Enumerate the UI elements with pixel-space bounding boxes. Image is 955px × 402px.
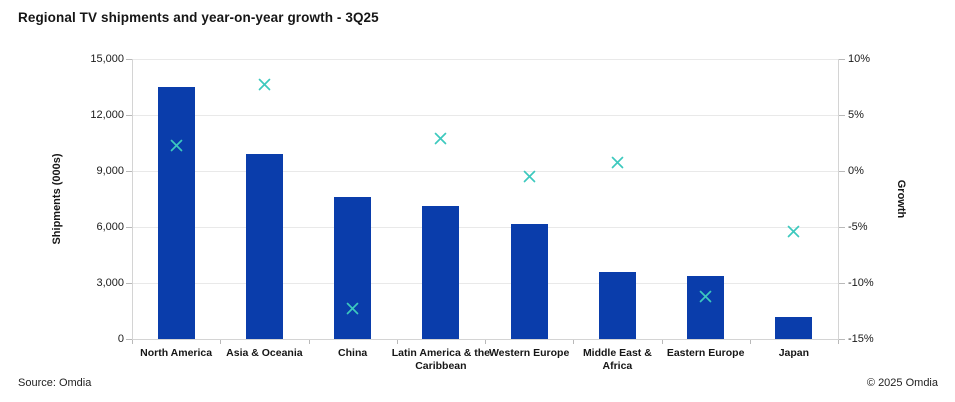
bar-eastern-europe — [687, 275, 725, 339]
gridline — [132, 170, 838, 172]
x-axis-tick — [749, 340, 751, 344]
bar-middle-east-africa — [598, 271, 636, 339]
x-axis-tick — [661, 340, 663, 344]
category-label-japan: Japan — [734, 347, 854, 360]
bar-japan — [775, 316, 813, 339]
left-axis-tick — [126, 339, 132, 340]
right-axis-tick — [839, 227, 845, 228]
growth-marker-japan — [788, 225, 800, 238]
x-axis-tick — [308, 340, 310, 344]
bar-western-europe — [510, 224, 548, 339]
x-axis-tick — [396, 340, 398, 344]
left-axis-tick — [126, 227, 132, 228]
category-label-line: China — [338, 347, 368, 359]
x-axis-tick — [485, 340, 486, 344]
growth-marker-china — [346, 302, 359, 315]
right-axis-tick — [839, 115, 845, 116]
right-axis-tick — [839, 339, 845, 340]
left-axis-tick — [126, 171, 132, 172]
growth-marker-eastern-europe — [699, 290, 712, 303]
left-axis-tick — [126, 115, 132, 116]
category-label-western-europe: Western Europe — [469, 347, 589, 360]
bar-china — [334, 197, 372, 339]
right-axis-tick-label: 0% — [848, 165, 864, 177]
category-label-line: Asia & Oceania — [226, 347, 303, 359]
category-label-asia-oceania: Asia & Oceania — [204, 347, 324, 360]
left-axis-tick-label: 15,000 — [90, 53, 124, 65]
growth-marker-western-europe — [523, 170, 535, 183]
left-axis-tick-label: 3,000 — [96, 277, 124, 289]
right-axis-tick-label: 10% — [848, 53, 871, 65]
left-axis-tick — [126, 59, 132, 60]
category-label-line: North America — [140, 347, 213, 359]
left-axis-tick-label: 6,000 — [96, 221, 124, 233]
x-axis-tick — [838, 340, 839, 344]
category-label-latin-america-the-caribbean: Latin America & the Caribbean — [381, 347, 501, 373]
right-axis-tick — [839, 171, 845, 172]
right-axis-title: Growth — [895, 179, 907, 219]
x-axis-tick — [132, 340, 133, 344]
gridline — [132, 58, 838, 60]
category-label-line: Caribbean — [415, 360, 467, 372]
chart-title: Regional TV shipments and year-on-year g… — [18, 10, 379, 25]
category-label-line: Japan — [778, 347, 810, 359]
category-label-line: Eastern Europe — [666, 347, 745, 359]
x-axis-tick — [220, 340, 222, 344]
plot-area — [132, 58, 838, 339]
category-label-line: Africa — [602, 360, 633, 372]
category-label-line: Middle East & — [582, 347, 652, 359]
growth-marker-asia-oceania — [258, 78, 271, 91]
category-label-china: China — [293, 347, 413, 360]
left-axis-title: Shipments (000s) — [51, 153, 63, 245]
right-axis-tick — [839, 59, 845, 60]
right-axis-tick-label: -15% — [848, 333, 874, 345]
bar-asia-oceania — [245, 154, 283, 339]
growth-marker-latin-america-the-caribbean — [435, 132, 447, 145]
right-axis-tick-label: -10% — [848, 277, 874, 289]
copyright-text: © 2025 Omdia — [866, 377, 938, 389]
category-label-line: Western Europe — [488, 347, 570, 359]
left-axis-line — [132, 59, 133, 340]
left-axis-tick — [126, 283, 132, 284]
category-label-line: Latin America & the — [391, 347, 490, 359]
gridline — [132, 226, 838, 228]
left-axis-tick-label: 12,000 — [90, 109, 124, 121]
bar-latin-america-the-caribbean — [422, 205, 460, 339]
growth-marker-middle-east-africa — [611, 156, 624, 168]
left-axis-tick-label: 9,000 — [96, 165, 124, 177]
category-label-north-america: North America — [116, 347, 236, 360]
gridline — [132, 114, 838, 116]
source-text: Source: Omdia — [18, 377, 92, 389]
left-axis-tick-label: 0 — [117, 333, 124, 345]
right-axis-tick — [839, 283, 845, 284]
x-axis-line — [132, 339, 839, 340]
growth-marker-north-america — [170, 139, 182, 152]
category-label-eastern-europe: Eastern Europe — [646, 347, 766, 360]
gridline — [132, 282, 838, 284]
right-axis-tick-label: -5% — [848, 221, 868, 233]
category-label-middle-east-africa: Middle East & Africa — [557, 347, 677, 373]
x-axis-tick — [573, 340, 575, 344]
bar-north-america — [157, 87, 195, 339]
right-axis-line — [838, 59, 839, 340]
right-axis-tick-label: 5% — [848, 109, 864, 121]
